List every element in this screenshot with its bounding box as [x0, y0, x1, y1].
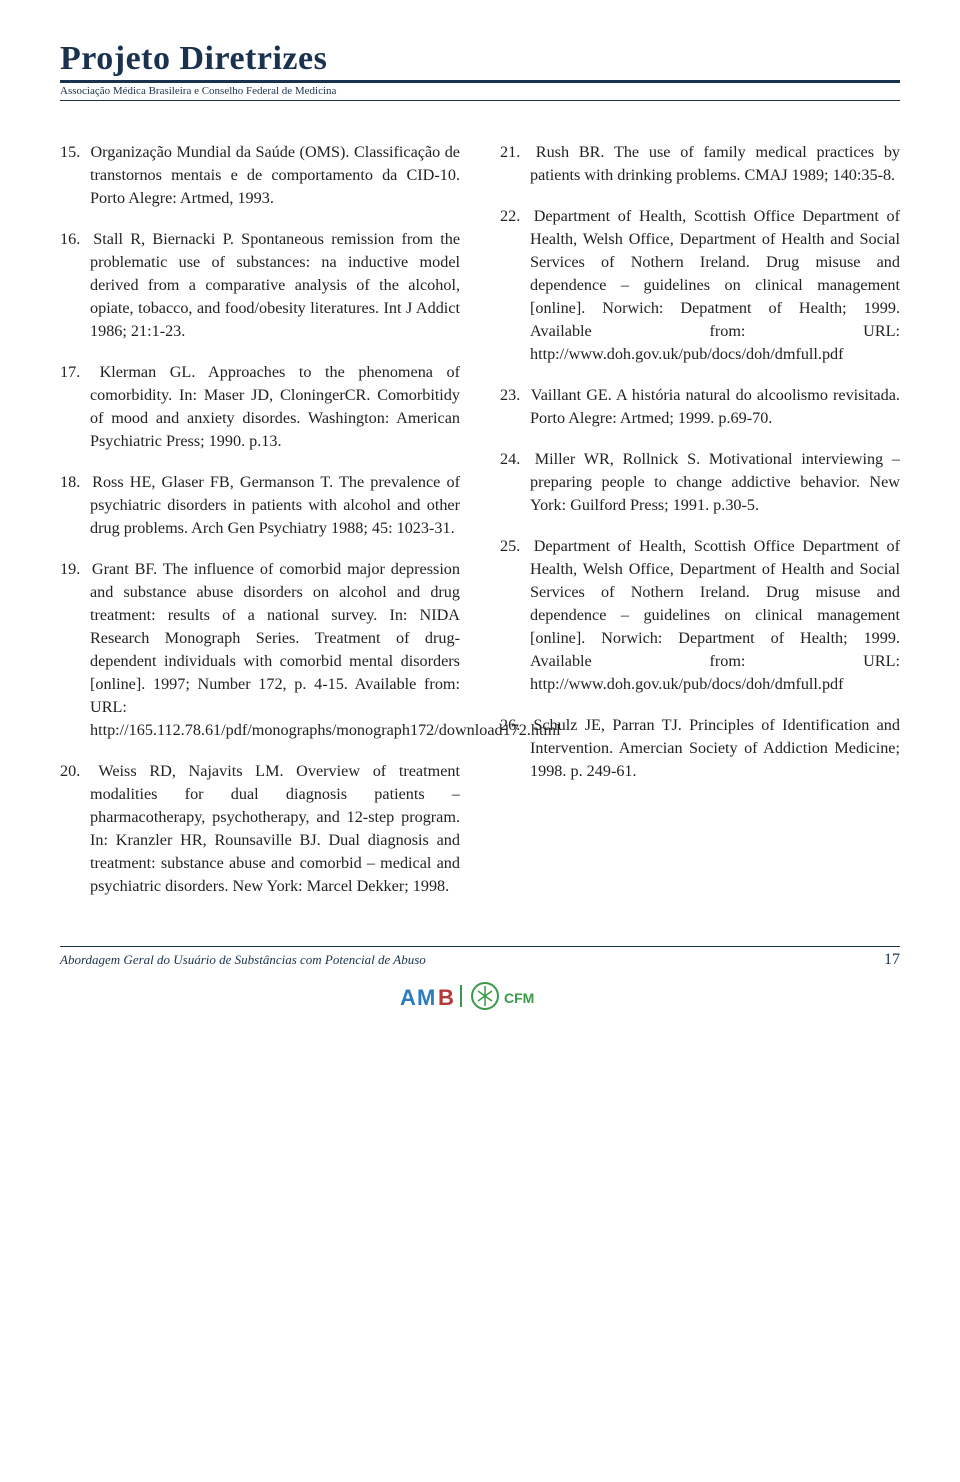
reference-item: 17. Klerman GL. Approaches to the phenom… [60, 361, 460, 453]
reference-number: 16. [60, 228, 86, 251]
svg-text:M: M [417, 985, 435, 1010]
reference-text: Schulz JE, Parran TJ. Principles of Iden… [530, 716, 900, 780]
reference-number: 20. [60, 760, 86, 783]
reference-number: 17. [60, 361, 86, 384]
reference-text: Rush BR. The use of family medical pract… [530, 143, 900, 184]
reference-text: Grant BF. The influence of comorbid majo… [90, 560, 561, 739]
amb-cfm-logo-icon: A M B CFM [400, 979, 560, 1015]
header-title: Projeto Diretrizes [60, 40, 900, 83]
reference-text: Klerman GL. Approaches to the phenomena … [90, 363, 460, 450]
reference-item: 18. Ross HE, Glaser FB, Germanson T. The… [60, 471, 460, 540]
reference-number: 25. [500, 535, 526, 558]
footer-title: Abordagem Geral do Usuário de Substância… [60, 952, 426, 968]
reference-number: 24. [500, 448, 526, 471]
reference-text: Vaillant GE. A história natural do alcoo… [530, 386, 900, 427]
reference-item: 20. Weiss RD, Najavits LM. Overview of t… [60, 760, 460, 898]
svg-text:CFM: CFM [504, 990, 534, 1006]
reference-item: 19. Grant BF. The influence of comorbid … [60, 558, 460, 742]
reference-number: 23. [500, 384, 526, 407]
page-footer: Abordagem Geral do Usuário de Substância… [60, 946, 900, 969]
page-number: 17 [884, 951, 900, 969]
reference-number: 18. [60, 471, 86, 494]
reference-text: Department of Health, Scottish Office De… [530, 537, 900, 693]
reference-text: Miller WR, Rollnick S. Motivational inte… [530, 450, 900, 514]
footer-logo-row: A M B CFM [60, 979, 900, 1020]
reference-item: 15. Organização Mundial da Saúde (OMS). … [60, 141, 460, 210]
reference-item: 22. Department of Health, Scottish Offic… [500, 205, 900, 366]
reference-item: 23. Vaillant GE. A história natural do a… [500, 384, 900, 430]
references-column-block: 15. Organização Mundial da Saúde (OMS). … [60, 141, 900, 898]
reference-item: 25. Department of Health, Scottish Offic… [500, 535, 900, 696]
header-subtitle: Associação Médica Brasileira e Conselho … [60, 85, 900, 101]
reference-number: 15. [60, 141, 86, 164]
reference-item: 26. Schulz JE, Parran TJ. Principles of … [500, 714, 900, 783]
page-header: Projeto Diretrizes Associação Médica Bra… [60, 40, 900, 101]
reference-item: 21. Rush BR. The use of family medical p… [500, 141, 900, 187]
reference-text: Stall R, Biernacki P. Spontaneous remiss… [90, 230, 460, 340]
reference-text: Ross HE, Glaser FB, Germanson T. The pre… [90, 473, 460, 537]
reference-text: Department of Health, Scottish Office De… [530, 207, 900, 363]
reference-item: 24. Miller WR, Rollnick S. Motivational … [500, 448, 900, 517]
svg-text:A: A [400, 985, 416, 1010]
reference-number: 19. [60, 558, 86, 581]
reference-number: 21. [500, 141, 526, 164]
svg-text:B: B [438, 985, 454, 1010]
reference-text: Weiss RD, Najavits LM. Overview of treat… [90, 762, 460, 895]
reference-number: 26. [500, 714, 526, 737]
reference-number: 22. [500, 205, 526, 228]
reference-text: Organização Mundial da Saúde (OMS). Clas… [90, 143, 460, 207]
reference-item: 16. Stall R, Biernacki P. Spontaneous re… [60, 228, 460, 343]
